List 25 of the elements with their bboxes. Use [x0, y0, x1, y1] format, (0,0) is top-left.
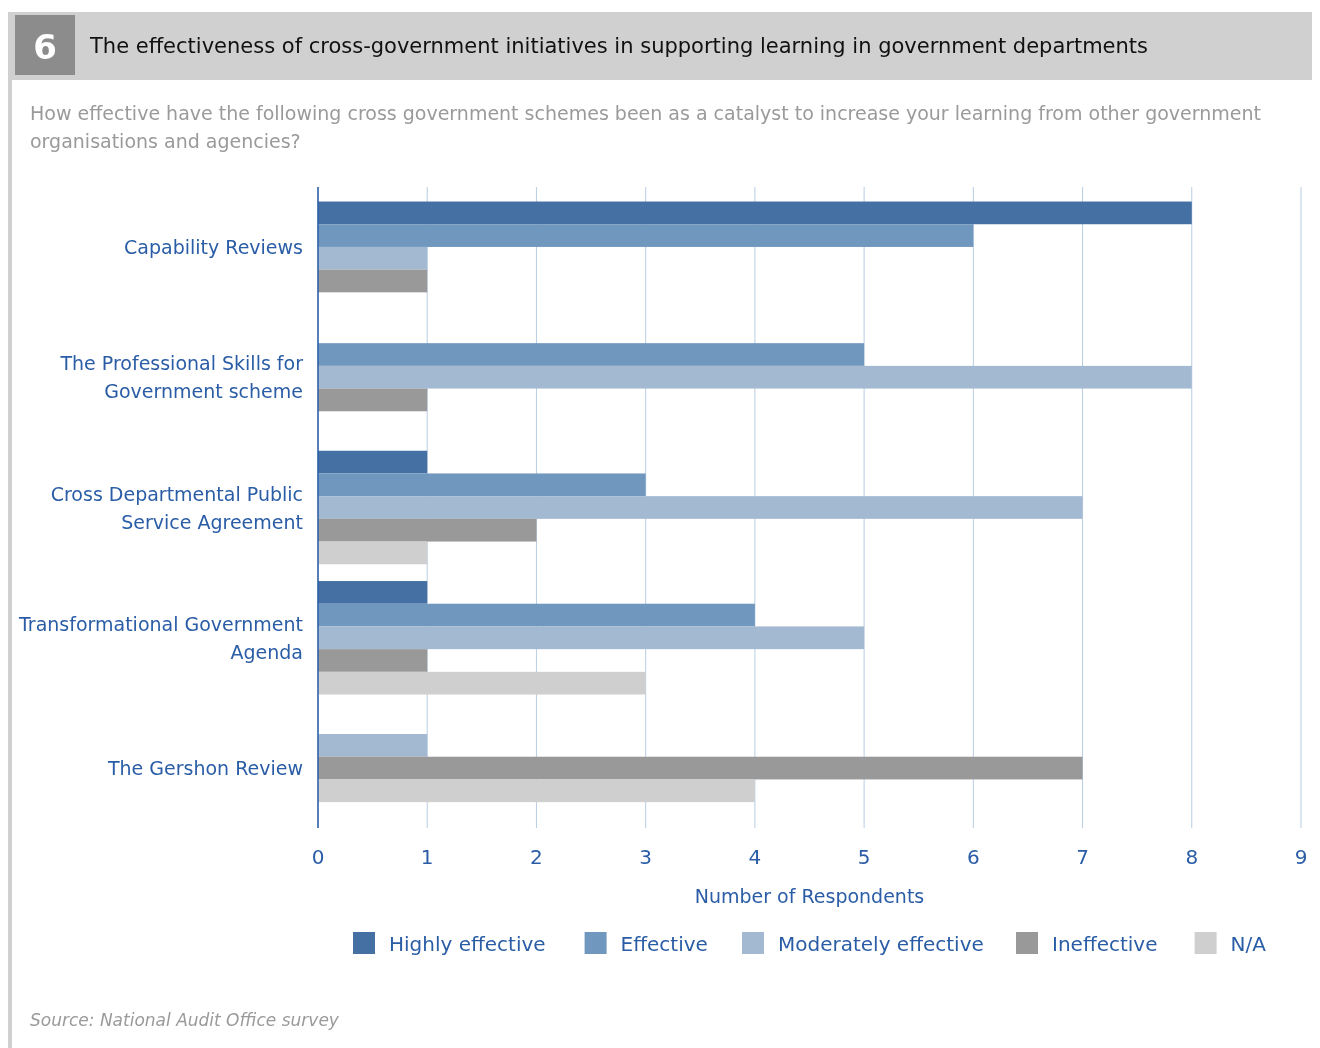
x-tick-label: 9	[1294, 845, 1308, 869]
x-tick-label: 8	[1185, 845, 1199, 869]
chart-subtitle: How effective have the following cross government schemes been as a catalyst to increase your learning from other government organisations and agencies?	[30, 102, 1261, 152]
x-tick-label: 5	[857, 845, 871, 869]
x-tick-label: 3	[639, 845, 653, 869]
legend-label: Moderately effective	[778, 932, 984, 956]
text: 6	[33, 27, 57, 67]
x-tick-label: 0	[311, 845, 325, 869]
legend-label: Ineffective	[1052, 932, 1158, 956]
y-tick-label: Transformational Government Agenda	[18, 612, 303, 663]
y-tick-label: The Gershon Review	[106, 757, 303, 780]
y-tick-label: The Professional Skills for Government scheme	[59, 352, 304, 403]
x-axis-title: Number of Respondents	[694, 885, 925, 907]
y-tick-label: Capability Reviews	[124, 235, 303, 258]
legend-label: Effective	[620, 932, 708, 956]
y-tick-label: Cross Departmental Public Service Agreement	[50, 482, 303, 533]
chart-title: The effectiveness of cross-government initiatives in supporting learning in government departments	[89, 34, 1149, 58]
x-tick-label: 6	[966, 845, 980, 869]
x-tick-label: 7	[1076, 845, 1089, 869]
legend-label: N/A	[1230, 932, 1267, 956]
source-note: Source: National Audit Office survey	[30, 1010, 340, 1030]
x-tick-label: 2	[530, 845, 543, 869]
legend-label: Highly effective	[389, 932, 546, 956]
x-tick-label: 1	[420, 845, 434, 869]
x-tick-label: 4	[748, 845, 762, 869]
